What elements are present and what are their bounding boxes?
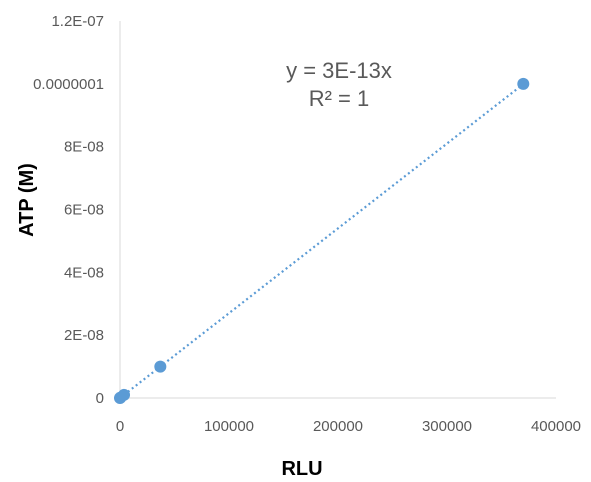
x-axis-title: RLU [281,458,322,480]
y-axis-title: ATP (M) [16,163,38,237]
y-tick-label: 0.0000001 [33,76,104,93]
data-point [118,388,131,401]
trendline-equation: y = 3E-13x [286,58,392,83]
x-tick-label: 0 [116,418,124,435]
data-points [114,77,530,404]
data-point [154,360,167,373]
y-tick-label: 6E-08 [64,202,104,219]
x-tick-label: 100000 [204,418,254,435]
y-tick-label: 4E-08 [64,264,104,281]
y-tick-label: 0 [96,390,104,407]
trendline [119,83,524,399]
y-tick-label: 1.2E-07 [51,13,104,30]
y-tick-label: 2E-08 [64,327,104,344]
r-squared-label: R² = 1 [309,86,370,111]
x-tick-label: 300000 [422,418,472,435]
x-axis-ticks: 0 100000 200000 300000 400000 [116,418,581,435]
y-tick-label: 8E-08 [64,139,104,156]
y-axis-ticks: 0 2E-08 4E-08 6E-08 8E-08 0.0000001 1.2E-07 [33,13,104,407]
x-tick-label: 200000 [313,418,363,435]
x-tick-label: 400000 [531,418,581,435]
data-point [517,77,530,90]
